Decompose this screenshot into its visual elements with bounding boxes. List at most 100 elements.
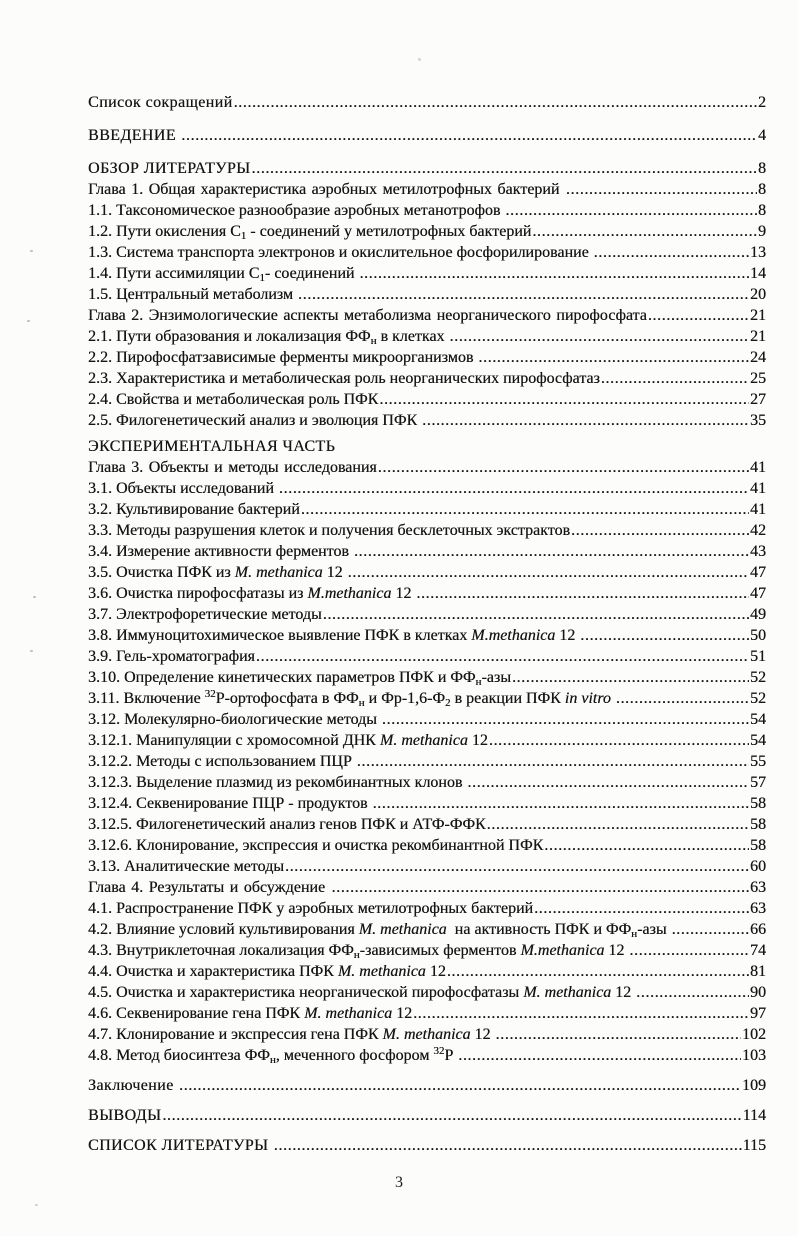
toc-entry-title: 4.5. Очистка и характеристика неорганиче… xyxy=(88,984,636,1001)
toc-entry: 3.7. Электрофоретические методы.........… xyxy=(88,604,766,625)
toc-entry-title: 4.1. Распространение ПФК у аэробных мети… xyxy=(88,900,534,917)
scan-speck xyxy=(33,596,36,598)
toc-entry: 4.1. Распространение ПФК у аэробных мети… xyxy=(88,898,766,919)
toc-dot-leader: ........................................… xyxy=(298,286,749,303)
toc-entry: ВЫВОДЫ..................................… xyxy=(88,1105,766,1126)
toc-page-number: 66 xyxy=(750,921,766,938)
toc-entry: 1.1. Таксономическое разнообразие аэробн… xyxy=(88,200,766,221)
toc-entry-title: 3.12.1. Манипуляции с хромосомной ДНК M.… xyxy=(88,732,488,749)
toc-entry: Глава 4. Результаты и обсуждение .......… xyxy=(88,877,766,898)
toc-entry-title: 2.3. Характеристика и метаболическая рол… xyxy=(88,370,600,387)
toc-page-number: 24 xyxy=(750,349,766,366)
toc-entry-title: 3.12.2. Методы с использованием ПЦР xyxy=(88,753,356,770)
toc-dot-leader: ........................................… xyxy=(478,349,749,366)
toc-dot-leader: ........................................… xyxy=(377,459,749,476)
toc-page-number: 55 xyxy=(750,753,766,770)
toc-entry-title: 3.5. Очистка ПФК из M. methanica 12 xyxy=(88,564,347,581)
toc-entry-title: 3.13. Аналитические методы xyxy=(88,858,284,875)
toc-dot-leader: ........................................… xyxy=(449,328,750,345)
toc-page-number: 42 xyxy=(750,522,766,539)
toc-list: Список сокращений.......................… xyxy=(88,92,766,1156)
toc-dot-leader: ........................................… xyxy=(636,984,749,1001)
toc-dot-leader: ........................................… xyxy=(331,879,749,896)
toc-page-number: 63 xyxy=(750,879,766,896)
toc-entry: 3.12. Молекулярно-биологические методы .… xyxy=(88,709,766,730)
toc-dot-leader: ........................................… xyxy=(511,669,749,686)
toc-entry: 3.12.4. Секвенирование ПЦР - продуктов .… xyxy=(88,793,766,814)
toc-dot-leader: ........................................… xyxy=(353,543,749,560)
toc-dot-leader: ........................................… xyxy=(372,795,749,812)
toc-dot-leader: ........................................… xyxy=(446,963,749,980)
toc-entry-title: 3.7. Электрофоретические методы xyxy=(88,606,322,623)
toc-entry: 3.12.2. Методы с использованием ПЦР ....… xyxy=(88,751,766,772)
toc-entry-title: 4.8. Метод биосинтеза ФФн, меченного фос… xyxy=(88,1045,458,1066)
toc-page-number: 9 xyxy=(758,223,766,240)
toc-dot-leader: ........................................… xyxy=(356,753,749,770)
toc-entry: 4.4. Очистка и характеристика ПФК M. met… xyxy=(88,961,766,982)
toc-entry: 4.7. Клонирование и экспрессия гена ПФК … xyxy=(88,1024,766,1045)
toc-dot-leader: ........................................… xyxy=(593,244,749,261)
toc-entry: 1.5. Центральный метаболизм ............… xyxy=(88,284,766,305)
toc-page-number: 8 xyxy=(758,160,766,177)
toc-dot-leader: ........................................… xyxy=(322,606,749,623)
toc-entry-title: ВЫВОДЫ xyxy=(88,1107,162,1124)
toc-page-number: 63 xyxy=(750,900,766,917)
toc-entry-title: 3.12.3. Выделение плазмид из рекомбинант… xyxy=(88,774,467,791)
toc-entry: 3.3. Методы разрушения клеток и получени… xyxy=(88,520,766,541)
toc-page-number: 41 xyxy=(750,501,766,518)
toc-entry-title: 3.12.5. Филогенетический анализ генов ПФ… xyxy=(88,816,486,833)
scan-speck xyxy=(30,650,33,652)
toc-entry-title: 1.1. Таксономическое разнообразие аэробн… xyxy=(88,202,505,219)
toc-dot-leader: ........................................… xyxy=(300,501,749,518)
toc-entry-title: Список сокращений xyxy=(88,94,233,111)
toc-dot-leader: ........................................… xyxy=(495,1026,741,1043)
toc-entry: 4.2. Влияние условий культивирования M. … xyxy=(88,919,766,940)
toc-dot-leader: ........................................… xyxy=(413,1005,749,1022)
toc-dot-leader: ........................................… xyxy=(467,774,749,791)
toc-entry: 3.11. Включение 32Р-ортофосфата в ФФн и … xyxy=(88,688,766,709)
toc-page-number: 54 xyxy=(750,711,766,728)
toc-entry-title: 3.1. Объекты исследований xyxy=(88,480,278,497)
toc-entry-title: 3.2. Культивирование бактерий xyxy=(88,501,300,518)
toc-entry: Глава 3. Объекты и методы исследования..… xyxy=(88,457,766,478)
toc-page-number: 2 xyxy=(758,94,766,111)
toc-dot-leader: ........................................… xyxy=(255,648,749,665)
toc-entry: 1.3. Система транспорта электронов и оки… xyxy=(88,242,766,263)
toc-page-number: 52 xyxy=(750,690,766,707)
toc-dot-leader: ........................................… xyxy=(251,160,757,177)
page-number: 3 xyxy=(395,1174,403,1191)
toc-page-number: 50 xyxy=(750,627,766,644)
toc-page-number: 25 xyxy=(750,370,766,387)
toc-page-number: 47 xyxy=(750,585,766,602)
toc-page-number: 58 xyxy=(750,795,766,812)
toc-page-number: 13 xyxy=(750,244,766,261)
toc-entry-title: Глава 4. Результаты и обсуждение xyxy=(88,879,331,896)
toc-entry-title: 3.12. Молекулярно-биологические методы xyxy=(88,711,381,728)
toc-page-number: 54 xyxy=(750,732,766,749)
toc-dot-leader: ........................................… xyxy=(571,522,749,539)
toc-entry-title: Глава 2. Энзимологические аспекты метабо… xyxy=(88,307,647,324)
toc-page-number: 60 xyxy=(750,858,766,875)
toc-dot-leader: ........................................… xyxy=(544,837,749,854)
toc-dot-leader: ........................................… xyxy=(580,627,749,644)
toc-dot-leader: ........................................… xyxy=(486,816,749,833)
toc-entry: 3.13. Аналитические методы..............… xyxy=(88,856,766,877)
toc-dot-leader: ........................................… xyxy=(381,711,749,728)
toc-entry: 2.5. Филогенетический анализ и эволюция … xyxy=(88,410,766,431)
toc-entry-title: 3.12.4. Секвенирование ПЦР - продуктов xyxy=(88,795,372,812)
toc-entry: 3.10. Определение кинетических параметро… xyxy=(88,667,766,688)
toc-entry: 4.6. Секвенирование гена ПФК M. methanic… xyxy=(88,1003,766,1024)
toc-entry-title: Заключение xyxy=(88,1077,178,1094)
toc-entry: 3.4. Измерение активности ферментов ....… xyxy=(88,541,766,562)
toc-entry-title: 1.3. Система транспорта электронов и оки… xyxy=(88,244,593,261)
toc-entry-title: 4.3. Внутриклеточная локализация ФФн-зав… xyxy=(88,942,629,961)
toc-entry: 3.8. Иммуноцитохимическое выявление ПФК … xyxy=(88,625,766,646)
toc-entry-title: 3.12.6. Клонирование, экспрессия и очист… xyxy=(88,837,544,854)
toc-entry: 4.3. Внутриклеточная локализация ФФн-зав… xyxy=(88,940,766,961)
toc-page-number: 41 xyxy=(750,459,766,476)
toc-entry: ОБЗОР ЛИТЕРАТУРЫ........................… xyxy=(88,158,766,179)
toc-entry-title: 3.11. Включение 32Р-ортофосфата в ФФн и … xyxy=(88,688,611,709)
toc-dot-leader: ........................................… xyxy=(233,94,757,111)
toc-page-number: 103 xyxy=(742,1047,766,1064)
